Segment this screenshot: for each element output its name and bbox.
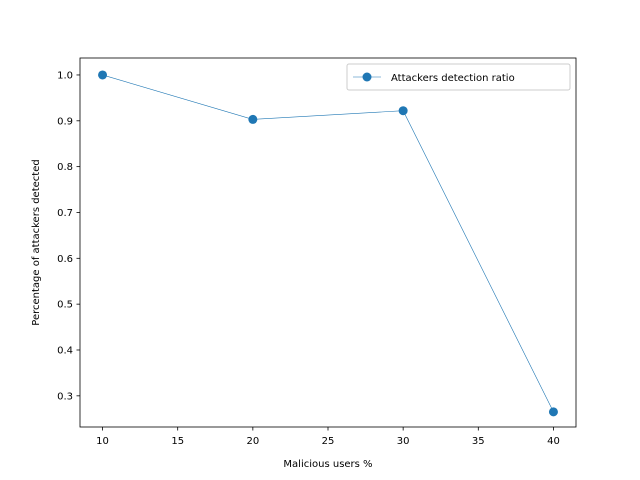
x-axis-label: Malicious users % xyxy=(283,459,372,470)
y-tick-label: 0.8 xyxy=(57,162,73,173)
data-point xyxy=(398,106,408,116)
x-axis-ticks: 10 15 20 25 30 35 40 xyxy=(96,427,560,447)
series-layer xyxy=(98,70,558,417)
legend-label: Attackers detection ratio xyxy=(391,73,515,84)
plot-frame xyxy=(79,57,577,428)
x-tick-label: 15 xyxy=(171,436,184,447)
x-tick-label: 25 xyxy=(322,436,335,447)
y-tick-label: 0.7 xyxy=(57,208,73,219)
legend: Attackers detection ratio xyxy=(346,63,571,91)
data-point xyxy=(98,70,108,80)
x-tick-label: 20 xyxy=(246,436,259,447)
y-axis-label: Percentage of attackers detected xyxy=(31,159,42,325)
y-tick-label: 0.4 xyxy=(57,345,73,356)
data-point xyxy=(548,407,558,417)
y-tick-label: 1.0 xyxy=(57,70,73,81)
series-line xyxy=(102,74,554,413)
x-tick-label: 10 xyxy=(96,436,109,447)
y-tick-label: 0.5 xyxy=(57,300,73,311)
y-tick-label: 0.9 xyxy=(57,116,73,127)
x-tick-label: 40 xyxy=(547,436,560,447)
x-tick-label: 30 xyxy=(397,436,410,447)
data-point xyxy=(248,114,258,124)
x-tick-label: 35 xyxy=(472,436,485,447)
y-axis-ticks: 0.3 0.4 0.5 0.6 0.7 0.8 0.9 1.0 xyxy=(57,70,80,402)
y-tick-label: 0.6 xyxy=(57,254,73,265)
plot-area xyxy=(80,58,576,427)
legend-marker-swatch xyxy=(362,72,372,82)
legend-box xyxy=(346,63,571,91)
y-tick-label: 0.3 xyxy=(57,391,73,402)
